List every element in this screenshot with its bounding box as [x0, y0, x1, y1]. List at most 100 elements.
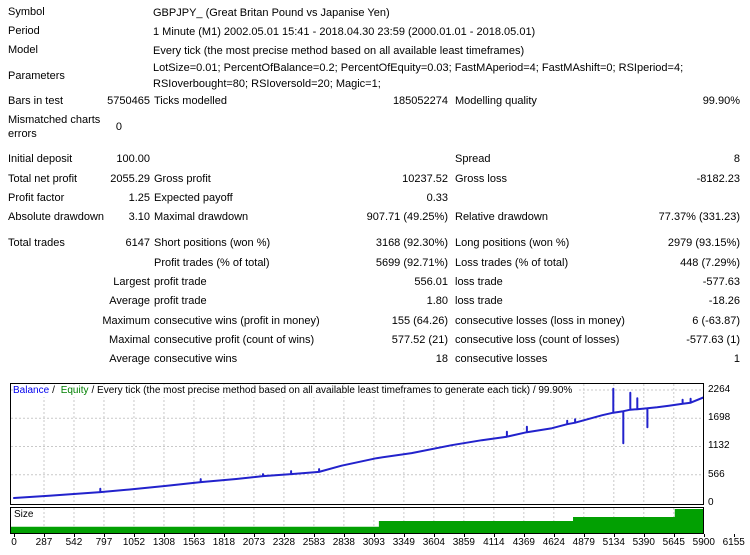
stat-row: Total net profit 2055.29 Gross profit 10237… — [0, 170, 750, 189]
stat-value: 907.71 (49.25%) — [366, 211, 448, 224]
stat-label: Profit trades (% of total) — [154, 256, 270, 269]
stat-label: loss trade — [455, 295, 503, 308]
stat-row: Bars in test 5750465 Ticks modelled 1850522… — [0, 92, 750, 111]
x-axis-label: 5645 — [662, 537, 685, 548]
size-label: Size — [14, 509, 36, 520]
x-axis-label: 5900 — [692, 537, 715, 548]
stat-row: Absolute drawdown 3.10 Maximal drawdown 907… — [0, 208, 750, 227]
x-axis-label: 4369 — [512, 537, 535, 548]
stat-row: Average profit trade 1.80 loss trade -18.26 — [0, 292, 750, 311]
info-value: Every tick (the most precise method base… — [153, 44, 525, 57]
stat-value: -577.63 — [702, 276, 740, 289]
x-axis-label: 2838 — [332, 537, 355, 548]
x-axis-tick — [283, 534, 285, 537]
x-axis-tick — [643, 534, 645, 537]
info-label: Symbol — [8, 6, 45, 18]
stat-row: Initial deposit 100.00 Spread 8 — [0, 150, 750, 169]
x-axis-tick — [493, 534, 495, 537]
stat-label: profit trade — [154, 295, 207, 308]
stat-value: 3.10 — [128, 211, 150, 224]
row-spacer — [0, 143, 750, 150]
x-axis-label: 2073 — [242, 537, 266, 548]
stat-label: Gross loss — [455, 172, 507, 185]
x-axis-label: 3859 — [452, 537, 475, 548]
x-axis-tick — [523, 534, 525, 537]
stat-value: 18 — [435, 353, 448, 366]
x-axis-label: 3604 — [422, 537, 445, 548]
x-axis-tick — [103, 534, 105, 537]
x-axis-tick — [403, 534, 405, 537]
stat-value: 577.52 (21) — [391, 333, 448, 346]
legend-description: / Every tick (the most precise method ba… — [91, 385, 573, 396]
x-axis-tick — [463, 534, 465, 537]
x-axis-label: 4879 — [572, 537, 595, 548]
stat-label: Maximal drawdown — [154, 211, 249, 224]
stat-value: 556.01 — [414, 276, 448, 289]
x-axis-tick — [73, 534, 75, 537]
stat-value: 5699 (92.71%) — [375, 256, 448, 269]
x-axis-tick — [193, 534, 195, 537]
x-axis-label: 4114 — [483, 537, 505, 548]
x-axis-tick — [163, 534, 165, 537]
stat-value: 1 — [733, 353, 740, 366]
stat-value: Maximal — [109, 333, 150, 346]
stat-row: Largest profit trade 556.01 loss trade -577.… — [0, 273, 750, 292]
stat-label: Initial deposit — [8, 153, 73, 166]
stat-value: -8182.23 — [696, 172, 740, 185]
chart-legend: Balance / Equity / Every tick (the most pr… — [13, 385, 579, 397]
equity-legend-label: Equity — [60, 385, 89, 396]
size-bar — [11, 526, 407, 533]
size-bar — [674, 509, 703, 533]
stat-label: Loss trades (% of total) — [455, 256, 569, 269]
x-axis-label: 4624 — [542, 537, 565, 548]
info-label: Model — [8, 44, 38, 56]
x-axis-label: 287 — [35, 537, 53, 548]
x-axis-label: 2583 — [302, 537, 326, 548]
x-axis-tick — [223, 534, 225, 537]
x-axis-label: 2328 — [272, 537, 296, 548]
stat-value: 6147 — [125, 237, 150, 250]
stat-label: profit trade — [154, 276, 207, 289]
stat-row: Profit factor 1.25 Expected payoff 0.33 — [0, 189, 750, 208]
info-label: Parameters — [8, 69, 65, 82]
stat-value: 8 — [733, 153, 740, 166]
balance-line — [13, 387, 703, 499]
stat-label: Total net profit — [8, 172, 78, 185]
x-axis-tick — [703, 534, 705, 537]
stat-value: 185052274 — [392, 95, 448, 107]
info-row: Period 1 Minute (M1) 2002.05.01 15:41 - 2… — [0, 22, 750, 41]
stat-label: loss trade — [455, 276, 503, 289]
stat-value: 100.00 — [116, 153, 150, 166]
stat-value: 5750465 — [107, 95, 150, 107]
x-axis-tick — [253, 534, 255, 537]
stat-value: 0.33 — [426, 191, 448, 204]
x-axis-label: 6155 — [722, 537, 745, 548]
stat-row: Maximum consecutive wins (profit in money… — [0, 312, 750, 331]
stat-label: consecutive wins (profit in money) — [154, 314, 320, 327]
x-axis-tick — [553, 534, 555, 537]
stat-value: 2979 (93.15%) — [667, 237, 740, 250]
info-row: Parameters LotSize=0.01; PercentOfBalance… — [0, 60, 750, 92]
x-axis-tick — [313, 534, 315, 537]
x-axis-label: 1563 — [182, 537, 206, 548]
size-bars-svg — [11, 508, 703, 533]
legend-separator: / — [52, 385, 55, 396]
x-axis-tick — [373, 534, 375, 537]
stat-label: Short positions (won %) — [154, 237, 271, 250]
info-row: Symbol GBPJPY_ (Great Britan Pound vs Jap… — [0, 3, 750, 22]
stat-label: Long positions (won %) — [455, 237, 570, 250]
info-label: Period — [8, 25, 40, 37]
report-table: Symbol GBPJPY_ (Great Britan Pound vs Jap… — [0, 3, 750, 370]
stat-value: 0 — [115, 120, 122, 133]
stat-label: consecutive loss (count of losses) — [455, 333, 620, 346]
x-axis-label: 542 — [65, 537, 83, 548]
stat-value: Average — [109, 353, 150, 366]
info-row: Model Every tick (the most precise method… — [0, 41, 750, 60]
size-bar — [573, 517, 703, 533]
stat-value: Largest — [113, 276, 150, 289]
x-axis-label: 0 — [11, 537, 17, 548]
size-panel: Size — [10, 507, 704, 534]
stat-value: Average — [109, 295, 150, 308]
stat-label: consecutive losses — [455, 353, 548, 366]
